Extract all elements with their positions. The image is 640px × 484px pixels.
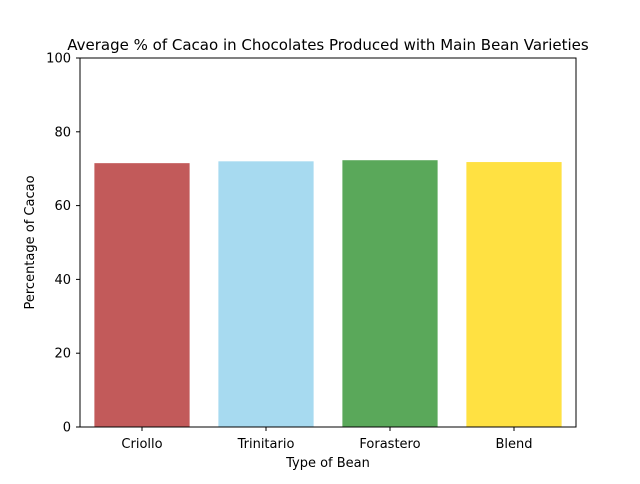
x-axis-label: Type of Bean [285,456,370,471]
bar-forastero [342,160,438,427]
chart-title: Average % of Cacao in Chocolates Produce… [67,36,589,54]
bar-blend [466,162,562,428]
bar-criollo [94,163,190,428]
plot-frame [79,57,577,428]
y-tick-label: 100 [46,52,71,67]
y-tick-label: 80 [54,125,71,140]
x-tick-label: Criollo [121,437,162,452]
y-tick-label: 40 [54,273,71,288]
bar-trinitario [218,161,314,427]
y-axis-ticks: 0 20 40 60 80 100 [46,52,80,436]
x-tick-label: Forastero [359,437,420,452]
y-axis-label: Percentage of Cacao [23,175,38,309]
y-tick-label: 0 [63,421,71,436]
y-tick-label: 20 [54,347,71,362]
y-tick-label: 60 [54,199,71,214]
x-tick-label: Blend [495,437,532,452]
bars-group [94,160,562,428]
x-tick-label: Trinitario [237,437,295,452]
x-axis-ticks: Criollo Trinitario Forastero Blend [121,427,533,452]
